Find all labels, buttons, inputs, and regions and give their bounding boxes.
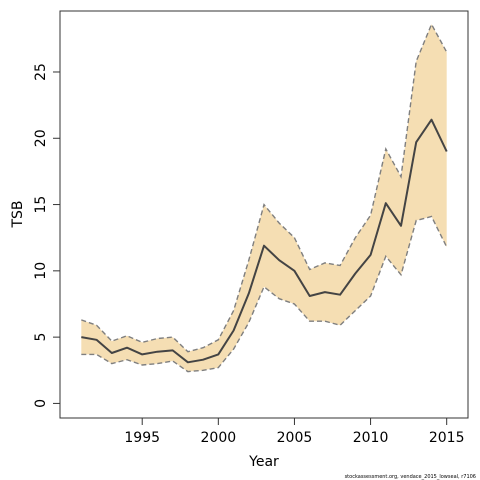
credit-text: stockassessment.org, vendace_2015_lowsea… <box>345 474 476 480</box>
y-tick-label: 15 <box>33 196 49 214</box>
lower-bound-line <box>81 215 448 373</box>
y-axis: 0 5 10 15 20 25 <box>33 63 60 408</box>
y-tick-label: 20 <box>33 129 49 147</box>
x-tick-label: 2010 <box>353 430 389 446</box>
y-tick-label: 5 <box>33 333 49 342</box>
x-tick-label: 2005 <box>277 430 313 446</box>
confidence-band <box>81 24 447 372</box>
y-tick-label: 0 <box>33 399 49 408</box>
x-axis-title: Year <box>248 454 279 470</box>
tsb-estimate-line <box>81 118 448 364</box>
y-tick-label: 25 <box>33 63 49 81</box>
x-tick-label: 1995 <box>124 430 160 446</box>
plot-frame <box>59 10 469 419</box>
x-tick-label: 2000 <box>201 430 237 446</box>
y-tick-label: 10 <box>33 262 49 280</box>
plot-area <box>81 22 448 373</box>
upper-bound-line <box>81 22 448 353</box>
y-axis-title: TSB <box>10 200 26 228</box>
x-tick-label: 2015 <box>429 430 465 446</box>
x-axis: 1995 2000 2005 2010 2015 <box>124 418 465 446</box>
